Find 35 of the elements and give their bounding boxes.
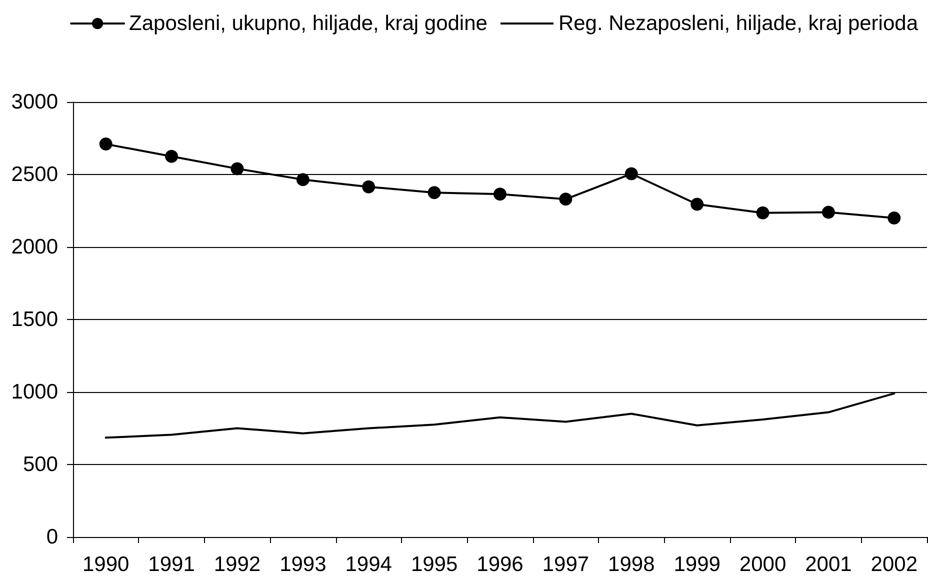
point (428, 186, 441, 200)
x-tick-label: 1996 (476, 553, 524, 576)
x-tick-label: 1995 (410, 553, 458, 576)
point (888, 212, 901, 224)
x-tick-label: 1998 (608, 553, 655, 576)
x-tick-label: 2001 (805, 553, 852, 576)
y-tick-label: 1000 (11, 380, 58, 404)
legend-label: Zaposleni, ukupno, hiljade, kraj godine (129, 12, 488, 35)
x-tick-label: 1994 (345, 553, 392, 576)
x-tick-label: 1991 (148, 553, 195, 576)
y-tick-label: 3000 (11, 90, 58, 114)
x-tick-label: 1997 (542, 553, 590, 576)
point (165, 150, 178, 163)
point (296, 173, 310, 186)
point (494, 188, 506, 201)
x-tick-label: 1999 (674, 553, 720, 576)
point (690, 198, 704, 211)
point (624, 167, 638, 180)
point (99, 138, 112, 151)
y-tick-label: 1500 (11, 308, 58, 331)
point (230, 162, 244, 176)
x-tick-label: 2002 (870, 553, 918, 576)
x-tick-label: 1993 (280, 553, 326, 576)
point (362, 180, 376, 194)
point (559, 192, 572, 206)
point (756, 206, 770, 220)
y-tick-label: 2000 (11, 236, 58, 258)
x-tick-label: 2000 (739, 553, 786, 576)
point (822, 206, 835, 219)
y-tick-label: 2500 (11, 163, 58, 186)
y-tick-label: 0 (46, 526, 58, 548)
x-tick-label: 1990 (82, 553, 130, 576)
y-tick-label: 500 (22, 453, 58, 476)
legend-label: Reg. Nezaposleni, hiljade, kraj perioda (558, 12, 918, 35)
x-tick-label: 1992 (214, 553, 261, 576)
